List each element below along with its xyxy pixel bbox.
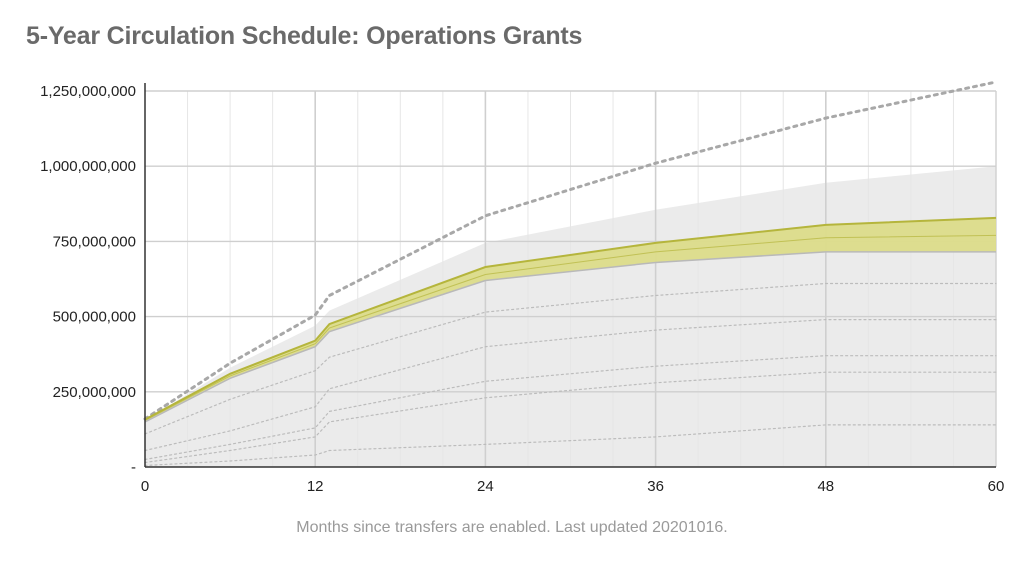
y-tick-label: - — [131, 459, 136, 476]
x-axis-label: Months since transfers are enabled. Last… — [296, 519, 728, 536]
dotted-series-line-2 — [144, 319, 997, 452]
dotted-series-line-3 — [144, 355, 997, 461]
x-tick-label: 0 — [141, 478, 149, 495]
y-tick-label: 500,000,000 — [53, 309, 136, 326]
band-upper-line — [144, 216, 997, 421]
band-lower-line — [144, 251, 996, 423]
x-axis-ticks: 0 12 24 36 48 60 — [141, 478, 1005, 495]
y-axis-ticks: - 250,000,000 500,000,000 750,000,000 1,000,… — [40, 83, 136, 476]
dotted-series-line-5 — [144, 424, 997, 467]
dotted-series-line-4 — [144, 371, 997, 464]
y-tick-label: 750,000,000 — [53, 233, 136, 250]
axes-layer — [144, 83, 996, 468]
chart-title: 5-Year Circulation Schedule: Operations … — [26, 22, 583, 50]
x-tick-label: 60 — [988, 478, 1005, 495]
band-area — [145, 217, 996, 422]
dotted-series-line-1 — [144, 282, 997, 435]
x-tick-label: 12 — [307, 478, 324, 495]
upper-bound-dotted-line — [143, 80, 998, 421]
grid-layer — [145, 90, 997, 467]
band-layer — [144, 216, 997, 423]
y-tick-label: 250,000,000 — [53, 384, 136, 401]
x-tick-label: 36 — [647, 478, 664, 495]
x-tick-label: 24 — [477, 478, 494, 495]
x-tick-label: 48 — [817, 478, 834, 495]
y-tick-label: 1,000,000,000 — [40, 158, 136, 175]
band-center-line — [144, 234, 997, 421]
dotted-series-layer — [143, 80, 998, 467]
y-tick-label: 1,250,000,000 — [40, 83, 136, 100]
